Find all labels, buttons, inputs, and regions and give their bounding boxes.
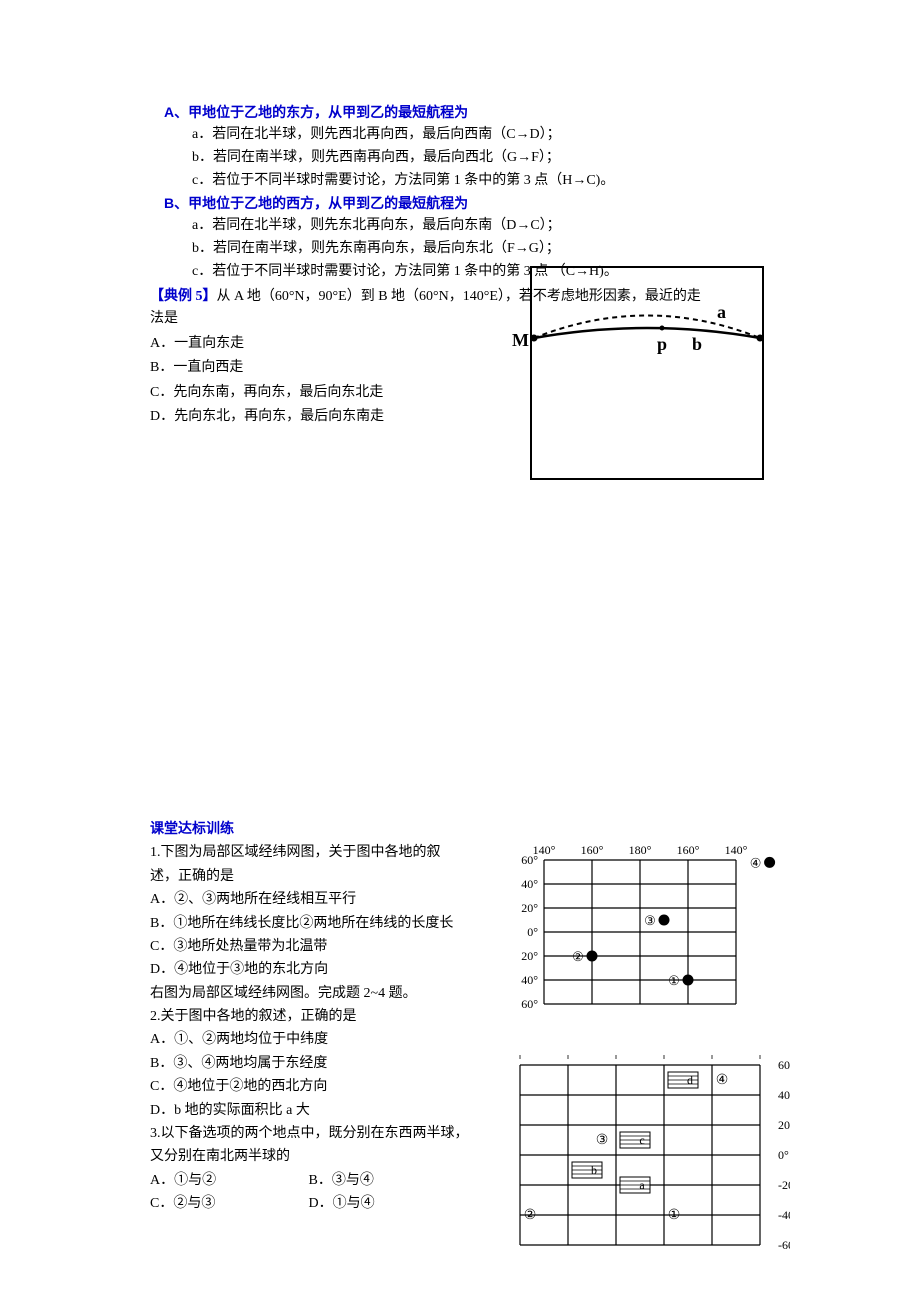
q3-stem1: 3.以下备选项的两个地点中，既分别在东西两半球， [150, 1123, 510, 1145]
example-tag: 【典例 5】 [150, 289, 217, 304]
figure-grid-2: 60° 40° 20° 0° -20° -40° -60° a b c d ① ② ③ ④ [510, 1047, 790, 1292]
svg-text:0°: 0° [778, 1148, 789, 1162]
q3-A: A．①与② [150, 1170, 305, 1192]
svg-text:①: ① [668, 1208, 681, 1223]
diagram-arc-box: a M p b [530, 256, 780, 486]
figure-grid-1: 140°160°180°160°140°60°40°20°0°20°40°60°… [510, 842, 790, 1047]
svg-text:140°: 140° [725, 843, 748, 857]
svg-text:180°: 180° [629, 843, 652, 857]
svg-text:b: b [591, 1163, 597, 1177]
q1-C: C．③地所处热量带为北温带 [150, 936, 510, 958]
q2-stem: 2.关于图中各地的叙述，正确的是 [150, 1006, 510, 1028]
svg-text:60°: 60° [521, 997, 538, 1011]
q2-A: A．①、②两地均位于中纬度 [150, 1029, 510, 1051]
svg-text:③: ③ [596, 1133, 609, 1148]
q1-B: B．①地所在纬线长度比②两地所在纬线的长度长 [150, 913, 510, 935]
q1-D: D．④地位于③地的东北方向 [150, 959, 510, 981]
q2-C: C．④地位于②地的西北方向 [150, 1076, 510, 1098]
svg-text:③: ③ [644, 913, 656, 928]
q3-B: B．③与④ [309, 1170, 464, 1192]
svg-text:60°: 60° [778, 1058, 790, 1072]
svg-text:④: ④ [716, 1073, 729, 1088]
svg-text:20°: 20° [778, 1118, 790, 1132]
svg-text:160°: 160° [677, 843, 700, 857]
q1-stem1: 1.下图为局部区域经纬网图，关于图中各地的叙 [150, 842, 510, 864]
svg-text:40°: 40° [521, 877, 538, 891]
list-A-a: a．若同在北半球，则先西北再向西，最后向西南（C→D）； [192, 124, 770, 145]
q2-B: B．③、④两地均属于东经度 [150, 1053, 510, 1075]
svg-text:20°: 20° [521, 949, 538, 963]
list-A-b: b．若同在南半球，则先西南再向西，最后向西北（G→F）； [192, 147, 770, 168]
questions-block: 1.下图为局部区域经纬网图，关于图中各地的叙 述，正确的是 A．②、③两地所在经… [150, 842, 770, 1215]
label-M: M [512, 326, 529, 355]
svg-text:-40°: -40° [778, 1208, 790, 1222]
q1-stem2: 述，正确的是 [150, 866, 510, 888]
q3-stem2: 又分别在南北两半球的 [150, 1146, 510, 1168]
svg-text:160°: 160° [581, 843, 604, 857]
q1-A: A．②、③两地所在经线相互平行 [150, 889, 510, 911]
list-B-a: a．若同在北半球，则先东北再向东，最后向东南（D→C）； [192, 215, 770, 236]
svg-text:d: d [687, 1073, 693, 1087]
list-A-c: c．若位于不同半球时需要讨论，方法同第 1 条中的第 3 点（H→C)。 [192, 170, 770, 191]
section-A-heading: A、甲地位于乙地的东方，从甲到乙的最短航程为 [164, 102, 770, 122]
practice-title: 课堂达标训练 [150, 818, 770, 838]
svg-text:a: a [639, 1178, 645, 1192]
q3-D: D．①与④ [309, 1193, 464, 1215]
svg-text:20°: 20° [521, 901, 538, 915]
svg-text:c: c [639, 1133, 644, 1147]
q3-C: C．②与③ [150, 1193, 305, 1215]
list-A: a．若同在北半球，则先西北再向西，最后向西南（C→D）； b．若同在南半球，则先… [192, 124, 770, 191]
label-a: a [717, 298, 726, 327]
svg-text:-20°: -20° [778, 1178, 790, 1192]
svg-text:①: ① [668, 973, 680, 988]
svg-text:④: ④ [750, 856, 762, 871]
svg-text:②: ② [572, 949, 584, 964]
arc-svg [532, 268, 762, 368]
example-5: 【典例 5】从 A 地（60°N，90°E）到 B 地（60°N，140°E），… [150, 286, 770, 428]
svg-text:②: ② [524, 1208, 537, 1223]
svg-text:60°: 60° [521, 853, 538, 867]
section-B-heading: B、甲地位于乙地的西方，从甲到乙的最短航程为 [164, 193, 770, 213]
label-p: p [657, 330, 667, 359]
svg-text:0°: 0° [527, 925, 538, 939]
svg-text:40°: 40° [778, 1088, 790, 1102]
svg-text:-60°: -60° [778, 1238, 790, 1252]
between-text: 右图为局部区域经纬网图。完成题 2~4 题。 [150, 983, 510, 1005]
svg-text:40°: 40° [521, 973, 538, 987]
label-b: b [692, 330, 702, 359]
q2-D: D．b 地的实际面积比 a 大 [150, 1100, 510, 1122]
